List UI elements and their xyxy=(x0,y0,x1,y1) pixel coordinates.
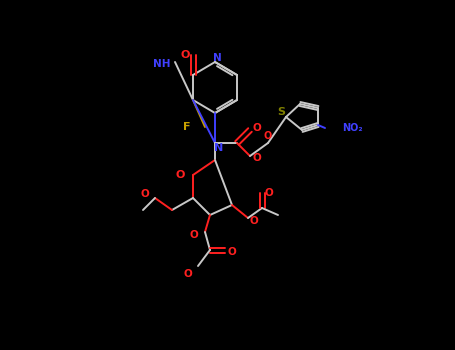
Text: S: S xyxy=(277,107,285,117)
Text: O: O xyxy=(253,153,261,163)
Text: O: O xyxy=(140,189,149,199)
Text: N: N xyxy=(212,53,222,63)
Text: O: O xyxy=(228,247,237,257)
Text: N: N xyxy=(214,143,223,153)
Text: O: O xyxy=(176,170,185,180)
Text: F: F xyxy=(183,122,191,132)
Text: O: O xyxy=(253,123,261,133)
Text: O: O xyxy=(264,131,272,141)
Text: O: O xyxy=(180,50,190,60)
Text: NO₂: NO₂ xyxy=(342,123,362,133)
Text: NH: NH xyxy=(153,59,171,69)
Text: O: O xyxy=(250,216,258,226)
Text: O: O xyxy=(184,269,192,279)
Text: O: O xyxy=(189,230,198,240)
Text: O: O xyxy=(265,188,273,198)
